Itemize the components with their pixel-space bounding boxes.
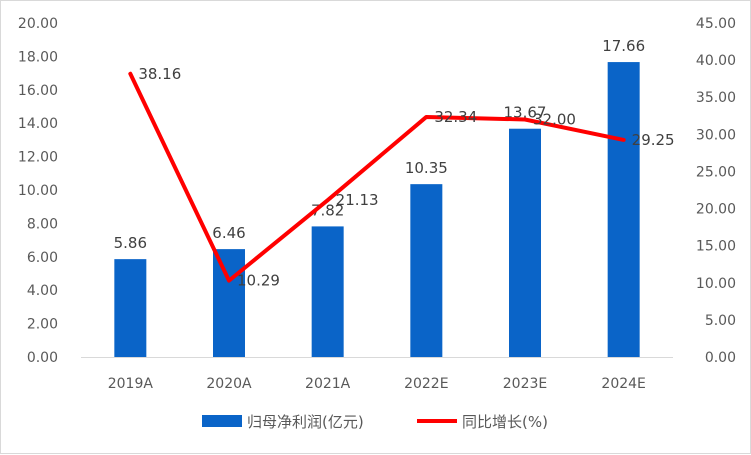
x-tick-label: 2020A: [206, 376, 252, 392]
left-tick-label: 4.00: [27, 283, 58, 299]
left-tick-label: 0.00: [27, 350, 58, 366]
right-tick-label: 30.00: [696, 127, 736, 143]
bar-data-label: 6.46: [212, 224, 245, 242]
bar: [509, 129, 541, 357]
legend: 归母净利润(亿元) 同比增长(%): [202, 413, 548, 431]
right-tick-label: 45.00: [696, 16, 736, 32]
right-tick-label: 25.00: [696, 164, 736, 180]
right-tick-label: 20.00: [696, 202, 736, 218]
bar: [213, 249, 245, 357]
left-tick-label: 16.00: [18, 83, 58, 99]
right-tick-label: 15.00: [696, 239, 736, 255]
bar: [312, 226, 344, 357]
right-tick-label: 5.00: [705, 313, 736, 329]
bar-data-label: 17.66: [602, 37, 645, 55]
right-tick-label: 40.00: [696, 53, 736, 69]
left-tick-label: 18.00: [18, 49, 58, 65]
left-tick-label: 20.00: [18, 16, 58, 32]
right-tick-label: 35.00: [696, 90, 736, 106]
legend-bar-swatch: [202, 415, 242, 427]
x-axis-ticks: 2019A 2020A 2021A 2022E 2023E 2024E: [108, 376, 646, 392]
bar-data-label: 10.35: [405, 159, 448, 177]
x-tick-label: 2023E: [503, 376, 547, 392]
legend-bar-label: 归母净利润(亿元): [247, 413, 364, 431]
bar-data-label: 5.86: [114, 234, 147, 252]
left-tick-label: 14.00: [18, 116, 58, 132]
x-tick-label: 2019A: [108, 376, 154, 392]
right-axis-ticks: 0.00 5.00 10.00 15.00 20.00 25.00 30.00 35.00 40…: [696, 16, 736, 366]
line-data-label: 10.29: [237, 272, 280, 290]
line-data-label: 32.00: [533, 110, 576, 128]
left-tick-label: 2.00: [27, 317, 58, 333]
left-tick-label: 8.00: [27, 216, 58, 232]
left-tick-label: 12.00: [18, 150, 58, 166]
bar: [608, 62, 640, 357]
right-tick-label: 0.00: [705, 350, 736, 366]
line-series: [130, 74, 624, 281]
x-tick-label: 2021A: [305, 376, 351, 392]
left-axis-ticks: 0.00 2.00 4.00 6.00 8.00 10.00 12.00 14.00 16.00…: [18, 16, 58, 366]
line-data-label: 32.34: [434, 108, 477, 126]
right-tick-label: 10.00: [696, 276, 736, 292]
left-tick-label: 10.00: [18, 183, 58, 199]
growth-line: [130, 74, 623, 281]
line-data-label: 29.25: [632, 131, 675, 149]
legend-line-label: 同比增长(%): [462, 413, 548, 431]
bar: [114, 259, 146, 357]
left-tick-label: 6.00: [27, 250, 58, 266]
bar: [410, 184, 442, 357]
line-data-label: 38.16: [138, 65, 181, 83]
line-data-label: 21.13: [336, 191, 379, 209]
x-tick-label: 2024E: [601, 376, 645, 392]
x-tick-label: 2022E: [404, 376, 448, 392]
